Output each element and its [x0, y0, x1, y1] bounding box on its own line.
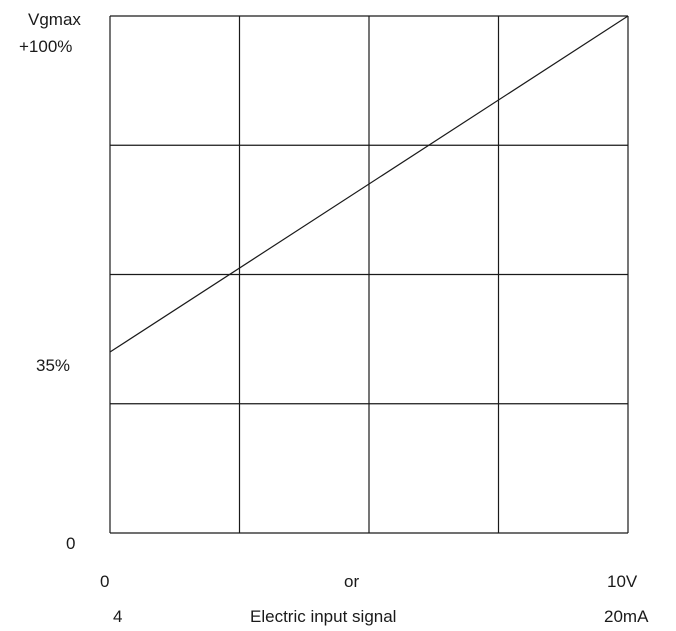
y-tick-0: 0 — [66, 534, 76, 553]
x-axis-label: Electric input signal — [250, 607, 397, 626]
x-tick-right-current: 20mA — [604, 607, 649, 626]
x-tick-right-volt: 10V — [607, 572, 638, 591]
y-tick-100: +100% — [19, 37, 73, 56]
x-tick-left-volt: 0 — [100, 572, 110, 591]
grid — [109, 15, 629, 534]
y-tick-35: 35% — [36, 356, 71, 375]
series-line — [109, 15, 629, 353]
y-label-vgmax: Vgmax — [28, 10, 81, 29]
x-tick-left-current: 4 — [113, 607, 123, 626]
x-mid-or: or — [344, 572, 360, 591]
